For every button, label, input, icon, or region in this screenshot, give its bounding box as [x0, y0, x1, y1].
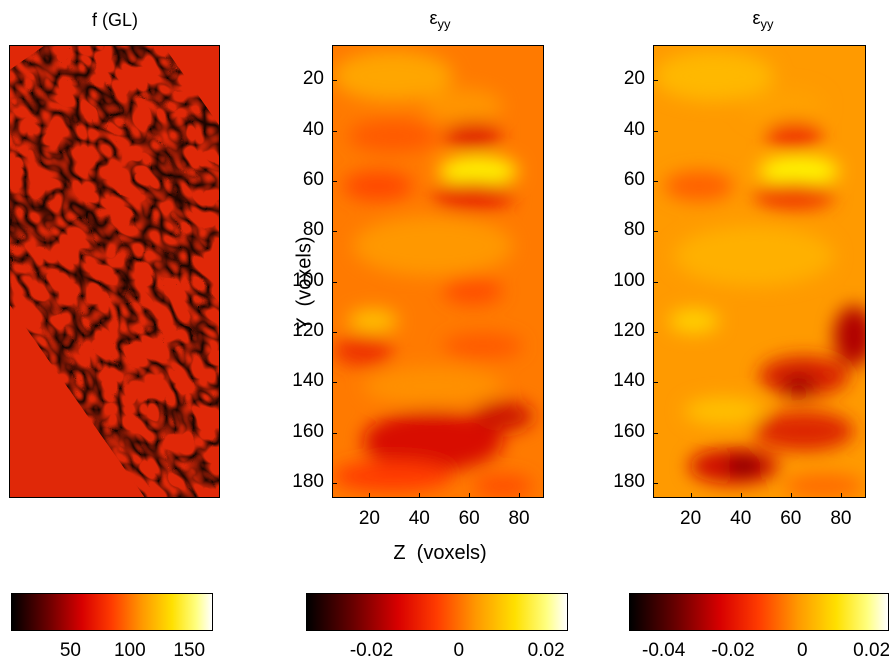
panel3-y-tick-mark [653, 180, 658, 182]
panel2-x-tick-label: 80 [508, 508, 530, 529]
panel2-y-tick-label: 120 [292, 319, 324, 341]
panel3-heatmap [654, 46, 865, 497]
colorbar-2 [306, 593, 568, 631]
panel3-y-tick-label: 60 [623, 168, 645, 190]
panel2-y-tick-label: 180 [292, 470, 324, 492]
panel3-x-tick-label: 60 [780, 508, 802, 529]
panel1-image [9, 45, 220, 498]
panel3-y-tick-mark [653, 231, 658, 233]
panel2-x-tick-mark [369, 493, 371, 498]
panel2-y-tick-mark [332, 80, 337, 82]
colorbar3-tick-label: -0.02 [711, 640, 755, 661]
panel2-map [332, 45, 544, 498]
panel3-y-tick-mark [653, 482, 658, 484]
panel2-y-tick-label: 20 [302, 68, 324, 90]
panel2-y-tick-mark [332, 331, 337, 333]
panel2-x-tick-mark [419, 493, 421, 498]
panel2-heatmap [333, 46, 543, 497]
colorbar1-tick-label: 150 [173, 640, 206, 661]
panel3-y-tick-mark [653, 80, 658, 82]
panel2-y-tick-mark [332, 180, 337, 182]
panel2-y-tick-label: 160 [292, 420, 324, 442]
colorbar-3 [629, 593, 889, 631]
panel3-y-tick-label: 140 [613, 370, 645, 392]
panel2-title: εyy [390, 8, 490, 32]
panel3-y-tick-label: 100 [613, 269, 645, 291]
panel2-y-tick-mark [332, 482, 337, 484]
panel3-y-tick-mark [653, 130, 658, 132]
panel3-y-tick-label: 120 [613, 319, 645, 341]
panel3-title-main: ε [752, 8, 761, 28]
panel2-x-tick-label: 40 [408, 508, 430, 529]
panel3-x-tick-label: 20 [680, 508, 702, 529]
panel2-title-sub: yy [437, 16, 451, 32]
colorbar3-tick-label: 0 [797, 640, 808, 661]
panel3-x-tick-mark [790, 493, 792, 498]
panel2-x-tick-label: 20 [358, 508, 380, 529]
panel3-title: εyy [713, 8, 813, 32]
panel2-y-tick-mark [332, 231, 337, 233]
colorbar1-tick-label: 50 [59, 640, 81, 661]
panel3-title-sub: yy [760, 16, 774, 32]
panel3-y-tick-label: 20 [623, 68, 645, 90]
panel2-y-tick-label: 80 [302, 219, 324, 241]
panel2-y-tick-label: 140 [292, 370, 324, 392]
panel2-y-tick-label: 60 [302, 168, 324, 190]
panel3-y-tick-label: 40 [623, 118, 645, 140]
colorbar2-tick-label: 0 [453, 640, 465, 661]
colorbar2-tick-label: -0.02 [349, 640, 394, 661]
panel3-x-tick-mark [840, 493, 842, 498]
panel3-x-tick-mark [740, 493, 742, 498]
panel2-x-tick-mark [519, 493, 521, 498]
colorbar2-tick-label: 0.02 [527, 640, 565, 661]
colorbar3-tick-label: 0.02 [853, 640, 889, 661]
panel2-x-tick-mark [469, 493, 471, 498]
panel2-y-tick-mark [332, 432, 337, 434]
panel2-x-tick-label: 60 [458, 508, 480, 529]
panel2-y-tick-label: 40 [302, 118, 324, 140]
panel3-y-tick-mark [653, 382, 658, 384]
panel2-y-tick-mark [332, 281, 337, 283]
panel2-title-main: ε [429, 8, 438, 28]
panel3-y-tick-label: 80 [623, 219, 645, 241]
panel2-y-tick-mark [332, 382, 337, 384]
panel1-texture [10, 46, 219, 497]
panel2-y-tick-label: 100 [292, 269, 324, 291]
panel3-map [653, 45, 866, 498]
panel3-y-tick-mark [653, 331, 658, 333]
panel3-x-tick-label: 80 [830, 508, 852, 529]
panel3-y-tick-mark [653, 281, 658, 283]
colorbar1-tick-label: 100 [113, 640, 146, 661]
colorbar-1 [11, 593, 213, 631]
panel3-x-tick-mark [690, 493, 692, 498]
panel1-title: f (GL) [91, 10, 138, 30]
panel3-y-tick-mark [653, 432, 658, 434]
panel3-x-tick-label: 40 [730, 508, 752, 529]
panel3-y-tick-label: 160 [613, 420, 645, 442]
panel3-y-tick-label: 180 [613, 470, 645, 492]
colorbar3-tick-label: -0.04 [642, 640, 686, 661]
panel2-y-tick-mark [332, 130, 337, 132]
x-axis-label: Z (voxels) [393, 542, 487, 564]
